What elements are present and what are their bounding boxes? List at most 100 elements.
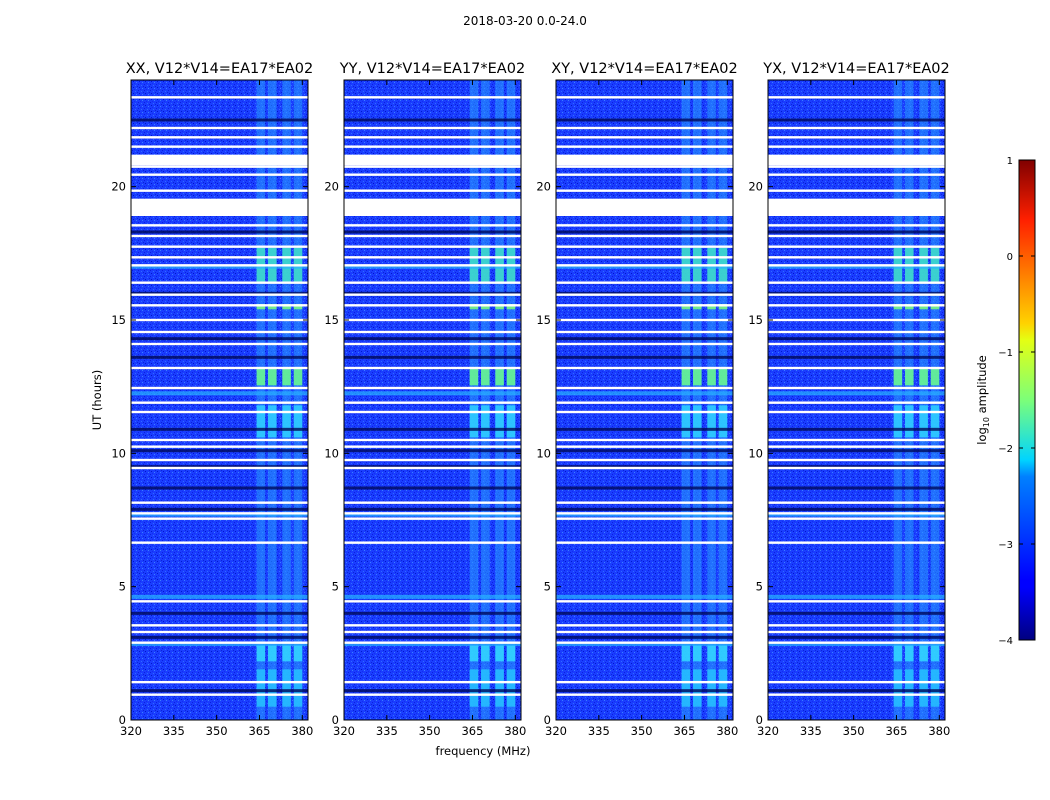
flagged-row xyxy=(556,96,733,99)
flagged-block xyxy=(768,198,945,216)
flagged-row xyxy=(768,600,945,603)
rfi-burst xyxy=(282,405,291,438)
panel-2: YY, V12*V14=EA17*EA02 320 335 350 365 380 0 5 10… xyxy=(324,61,526,738)
y-tick-label: 10 xyxy=(536,446,551,460)
rfi-burst xyxy=(893,368,903,386)
rfi-burst xyxy=(693,669,702,707)
flagged-row xyxy=(344,96,521,99)
rfi-burst xyxy=(481,304,490,310)
rfi-burst xyxy=(707,645,716,662)
rfi-burst xyxy=(905,368,914,386)
panel-title: XX, V12*V14=EA17*EA02 xyxy=(126,61,314,77)
colorbar-tick-label: −4 xyxy=(998,636,1013,647)
flagged-row xyxy=(768,256,945,259)
flagged-row xyxy=(344,234,521,238)
rfi-burst xyxy=(681,368,691,386)
flagged-row xyxy=(344,264,521,267)
dark-row xyxy=(344,118,521,122)
flagged-row xyxy=(556,304,733,307)
dark-row xyxy=(556,337,733,341)
panel-3: XY, V12*V14=EA17*EA02 320 335 350 365 380 0 5 10… xyxy=(536,61,738,738)
flagged-row xyxy=(768,330,945,334)
bright-row xyxy=(131,642,308,646)
dark-row xyxy=(131,507,308,511)
flagged-row xyxy=(344,145,521,148)
flagged-row xyxy=(344,438,521,442)
rfi-band xyxy=(481,80,490,720)
dark-row xyxy=(131,635,308,639)
panel-frame xyxy=(130,79,309,721)
rfi-band xyxy=(707,80,716,720)
flagged-block xyxy=(556,198,733,216)
flagged-row xyxy=(556,630,733,634)
flagged-row xyxy=(768,165,945,168)
rfi-burst xyxy=(893,304,903,310)
rfi-burst xyxy=(506,304,516,310)
flagged-row xyxy=(768,512,945,515)
flagged-row xyxy=(556,136,733,139)
rfi-burst xyxy=(506,368,516,386)
x-tick-label: 320 xyxy=(333,724,355,738)
flagged-row xyxy=(768,136,945,139)
flagged-row xyxy=(344,541,521,544)
flagged-row xyxy=(556,189,733,192)
x-tick-label: 335 xyxy=(800,724,822,738)
flagged-row xyxy=(768,318,945,322)
dark-row xyxy=(344,230,521,234)
y-tick-label: 0 xyxy=(544,713,551,727)
y-tick-label: 5 xyxy=(544,580,551,594)
y-tick-label: 5 xyxy=(756,580,763,594)
rfi-burst xyxy=(481,405,490,438)
panel-title: XY, V12*V14=EA17*EA02 xyxy=(551,61,737,77)
colorbar-tick-label: 1 xyxy=(1007,156,1013,167)
rfi-band xyxy=(293,80,303,720)
flagged-row xyxy=(768,189,945,192)
rfi-burst xyxy=(919,405,928,438)
flagged-row xyxy=(344,693,521,696)
flagged-row xyxy=(131,512,308,515)
flagged-row xyxy=(556,366,733,370)
bright-row xyxy=(556,642,733,646)
rfi-burst xyxy=(293,304,303,310)
flagged-row xyxy=(556,264,733,267)
x-tick-label: 320 xyxy=(120,724,142,738)
flagged-row xyxy=(344,245,521,248)
rfi-burst xyxy=(930,304,940,310)
colorbar-tick-label: −1 xyxy=(998,348,1013,359)
flagged-row xyxy=(556,145,733,148)
rfi-burst xyxy=(256,405,266,438)
rfi-burst xyxy=(495,645,504,662)
dark-row xyxy=(131,465,308,469)
flagged-row xyxy=(768,173,945,176)
rfi-burst xyxy=(469,645,479,662)
dark-row xyxy=(131,611,308,615)
flagged-row xyxy=(768,630,945,634)
dark-row xyxy=(131,427,308,431)
flagged-row xyxy=(344,501,521,504)
bright-row xyxy=(344,594,521,599)
flagged-row xyxy=(556,318,733,322)
y-axis-label: UT (hours) xyxy=(90,370,104,430)
flagged-row xyxy=(556,693,733,696)
flagged-row xyxy=(556,330,733,334)
y-tick-label: 10 xyxy=(748,446,763,460)
bright-row xyxy=(131,512,308,517)
flagged-row xyxy=(768,386,945,390)
dark-row xyxy=(556,449,733,453)
rfi-band xyxy=(256,80,266,720)
flagged-row xyxy=(344,224,521,227)
rfi-burst xyxy=(693,405,702,438)
dark-row xyxy=(131,486,308,490)
flagged-row xyxy=(344,466,521,470)
flagged-row xyxy=(344,126,521,130)
flagged-block xyxy=(768,154,945,166)
flagged-row xyxy=(768,445,945,448)
flagged-row xyxy=(131,693,308,696)
rfi-burst xyxy=(293,368,303,386)
dark-row xyxy=(344,337,521,341)
flagged-row xyxy=(131,438,308,442)
panel-noise xyxy=(344,80,521,720)
flagged-row xyxy=(556,445,733,448)
rfi-burst xyxy=(681,405,691,438)
flagged-block xyxy=(556,154,733,166)
